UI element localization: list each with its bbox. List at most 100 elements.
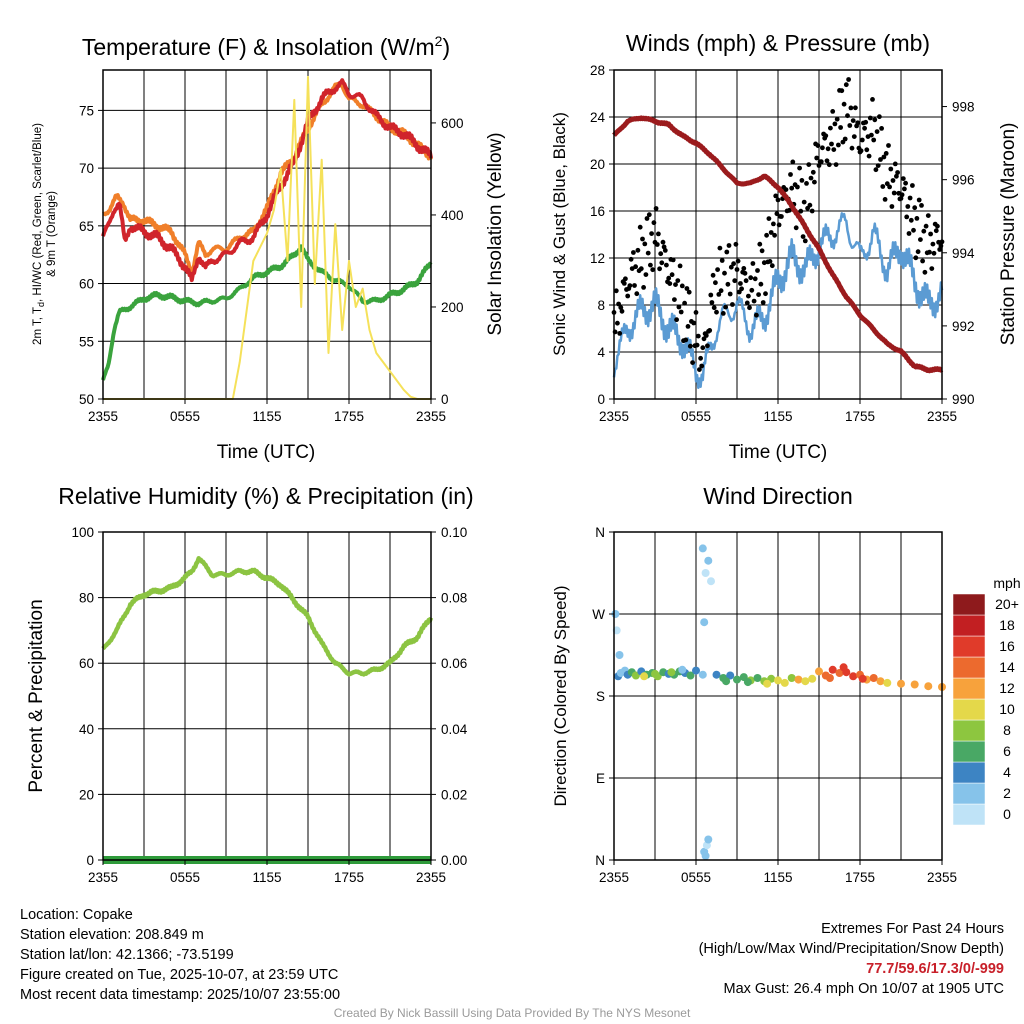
colorbar-label: 12: [999, 680, 1015, 696]
gust-point: [783, 187, 789, 193]
y-tick-label: 50: [79, 392, 94, 407]
gust-point: [916, 197, 922, 203]
x-tick-label: 1155: [763, 409, 792, 424]
gust-point: [686, 289, 692, 295]
gust-point: [846, 77, 851, 82]
wind-direction-x-ticks: 2355 0555 1155 1755 2355: [599, 860, 957, 885]
series-line-dewpoint: [101, 244, 433, 381]
gust-point: [713, 280, 718, 286]
gust-point: [890, 178, 896, 183]
x-tick-label: 1155: [763, 870, 792, 885]
gust-point: [634, 291, 640, 297]
humidity-x-ticks: 2355 0555 1155 1755 2355: [88, 860, 446, 885]
x-tick-label: 1755: [845, 870, 875, 885]
gust-point: [662, 248, 668, 253]
gust-point: [853, 105, 858, 111]
gust-point: [931, 250, 937, 256]
colorbar-swatch: [952, 803, 986, 826]
gust-point: [724, 249, 730, 255]
gust-point: [880, 184, 886, 189]
gust-point: [921, 228, 927, 234]
gust-point: [758, 281, 764, 287]
gust-point: [618, 305, 624, 310]
gust-point: [749, 287, 755, 293]
y-tick-label: 20: [590, 157, 605, 172]
gust-point: [649, 231, 654, 237]
x-tick-label: 2355: [88, 409, 118, 424]
y-tick-label: 80: [79, 591, 94, 606]
series-line-2m-temperature: [101, 78, 433, 283]
gust-point: [733, 241, 739, 247]
colorbar-swatch: [952, 761, 986, 784]
gust-point: [707, 328, 713, 333]
gust-point: [851, 134, 857, 140]
gust-point: [929, 266, 935, 271]
gust-point: [863, 119, 869, 125]
gust-point: [717, 245, 723, 251]
gust-point: [698, 355, 703, 361]
gust-point: [635, 247, 641, 253]
temperature-y-ticks: 50 55 60 65 70 75: [79, 103, 103, 407]
gust-point: [742, 270, 748, 276]
gust-point: [716, 292, 722, 297]
gust-point: [638, 266, 644, 272]
gust-point: [875, 163, 881, 169]
gust-point: [731, 261, 736, 267]
temperature-x-ticks: 2355 0555 1155 1755 2355: [88, 399, 446, 424]
gust-point: [735, 258, 741, 264]
gust-point: [699, 363, 705, 369]
y-tick-label: 55: [79, 334, 94, 349]
gust-point: [730, 302, 735, 307]
gust-point: [613, 288, 619, 294]
gust-point: [820, 145, 825, 151]
gust-point: [715, 267, 720, 272]
gust-point: [684, 286, 690, 291]
gust-point: [831, 147, 837, 153]
humidity-y-ticks: 0 20 40 60 80 100: [71, 525, 103, 868]
gust-point: [824, 158, 830, 164]
max-gust: Max Gust: 26.4 mph On 10/07 at 1905 UTC: [723, 981, 1004, 997]
gust-point: [711, 305, 717, 311]
extremes-info: Extremes For Past 24 Hours (High/Low/Max…: [699, 919, 1004, 999]
wind-direction-y-label: Direction (Colored By Speed): [551, 585, 570, 806]
direction-point: [808, 674, 817, 683]
gust-point: [772, 232, 777, 238]
direction-point: [678, 665, 687, 674]
direction-point: [774, 676, 782, 685]
y-tick-label: 75: [79, 103, 94, 118]
gust-point: [842, 136, 848, 142]
gust-point: [808, 175, 814, 181]
gust-point: [912, 205, 918, 211]
temperature-title: Temperature (F) & Insolation (W/m2): [82, 33, 450, 60]
gust-point: [752, 276, 758, 282]
gust-point: [750, 261, 756, 266]
gust-point: [759, 248, 765, 254]
colorbar-swatch: [952, 635, 986, 658]
gust-point: [887, 184, 892, 190]
gust-point: [751, 298, 757, 304]
station-latlon: Station lat/lon: 42.1366; -73.5199: [20, 947, 234, 963]
gust-point: [895, 170, 900, 175]
colorbar-swatch: [952, 782, 986, 805]
gust-point: [683, 337, 689, 343]
direction-point: [698, 670, 707, 679]
wind-direction-y-ticks: N E S W N: [592, 525, 614, 868]
winds-y-ticks: 0 4 8 12 16 20 24 28: [590, 63, 614, 407]
direction-point: [780, 678, 789, 687]
gust-point: [695, 333, 701, 339]
y2-tick-label: 0.10: [441, 525, 467, 540]
gust-point: [879, 125, 884, 131]
direction-point: [835, 669, 844, 677]
gust-point: [677, 263, 683, 269]
gust-point: [682, 300, 687, 306]
gust-point: [871, 137, 877, 143]
winds-y-label: Sonic Wind & Gust (Blue, Black): [550, 112, 569, 356]
gust-point: [838, 125, 843, 130]
direction-point: [712, 670, 721, 679]
gust-point: [825, 146, 831, 152]
y2-tick-label: 994: [952, 246, 975, 261]
gust-point: [883, 151, 889, 156]
direction-point: [753, 674, 762, 682]
gust-point: [891, 190, 897, 196]
y2-tick-label: 0.06: [441, 656, 467, 671]
